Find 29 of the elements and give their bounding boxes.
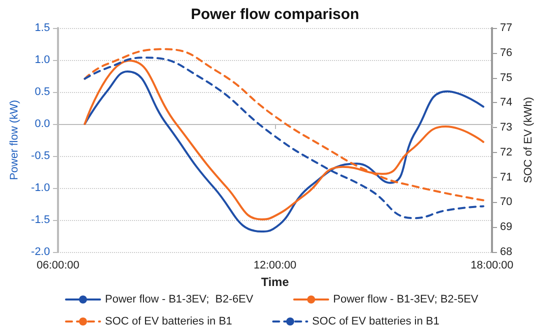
y2-axis-title: SOC of EV (kWh): [522, 96, 535, 184]
y-tick-label: 0.5: [34, 86, 50, 98]
y-tick-label: -2.0: [31, 246, 50, 258]
y-tick-label: -0.5: [31, 150, 50, 162]
y2-tick-label: 69: [500, 221, 512, 234]
y2-tick-label: 75: [500, 72, 512, 84]
legend-label: Power flow - B1-3EV; B2-5EV: [333, 294, 479, 306]
legend-label: Power flow - B1-3EV; B2-6EV: [105, 294, 254, 306]
y-axis-title: Power flow (kW): [8, 100, 21, 180]
y-tick-label: 0.0: [34, 118, 50, 130]
y-tick-label: -1.5: [31, 214, 50, 226]
x-tick-label: 18:00:00: [470, 260, 514, 272]
y-tick-label: -1.0: [31, 182, 50, 194]
y2-tick-label: 68: [500, 246, 512, 258]
chart-title: Power flow comparison: [190, 6, 360, 23]
y2-tick-label: 77: [500, 22, 512, 34]
y2-tick-label: 74: [500, 96, 512, 109]
y2-tick-label: 70: [500, 196, 512, 208]
y-tick-label: 1.0: [34, 54, 50, 66]
x-axis-title: Time: [261, 275, 290, 289]
y2-tick-label: 73: [500, 122, 512, 134]
x-tick-label: 12:00:00: [254, 260, 296, 272]
legend-label: SOC of EV batteries in B1: [105, 316, 232, 328]
y-tick-label: 1.5: [34, 22, 50, 34]
y2-tick-label: 71: [500, 171, 512, 184]
y2-tick-label: 76: [500, 46, 512, 59]
y2-tick-label: 72: [500, 146, 512, 158]
x-tick-label: 06:00:00: [36, 260, 80, 272]
legend-label: SOC of EV batteries in B1: [312, 316, 440, 328]
